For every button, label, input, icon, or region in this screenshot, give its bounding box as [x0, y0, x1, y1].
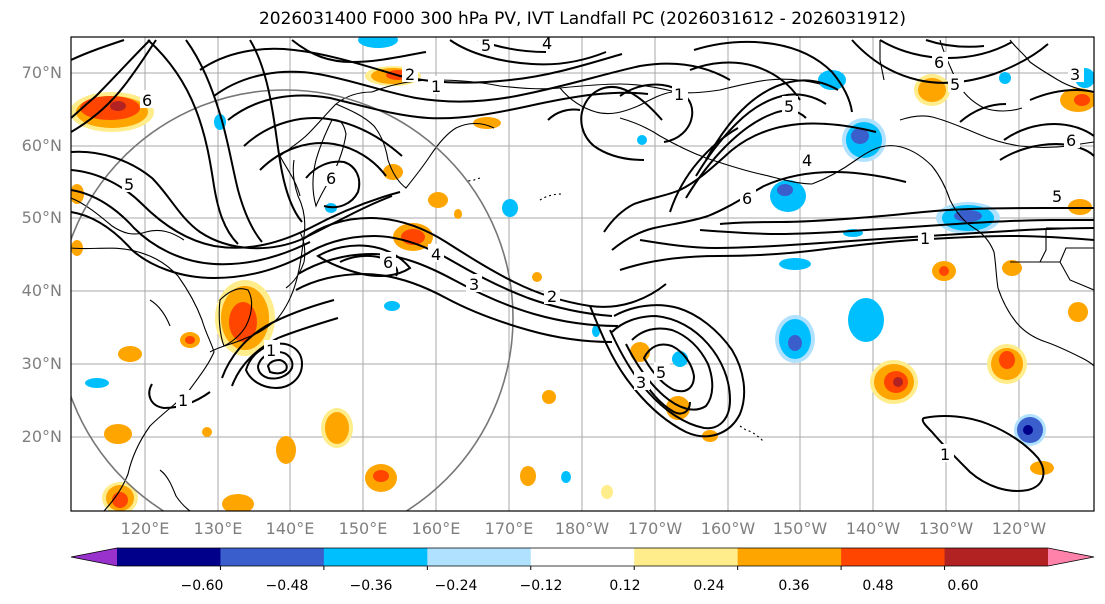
contour-label: 6	[934, 53, 944, 72]
lon-label: 150°E	[339, 519, 388, 538]
contour-label: 5	[1052, 187, 1062, 206]
contour-label: 5	[656, 363, 666, 382]
latitude-labels: 70°N 60°N 50°N 40°N 30°N 20°N	[22, 63, 62, 446]
contour-label: 5	[124, 175, 134, 194]
map-title: 2026031400 F000 300 hPa PV, IVT Landfall…	[258, 9, 906, 29]
colorbar-tick-label: −0.12	[520, 578, 563, 594]
colorbar-segment	[841, 548, 946, 566]
colorbar-extend-min	[71, 548, 117, 566]
lon-label: 130°E	[194, 519, 243, 538]
region-highlight-circle	[71, 89, 514, 511]
map-content: 5 4 2 1 6 5 6 6 4 3 2 1 3 5	[71, 34, 1094, 511]
lat-label: 70°N	[22, 63, 62, 82]
lat-label: 20°N	[22, 427, 62, 446]
colorbar-segment	[117, 548, 221, 566]
colorbar-segment	[220, 548, 325, 566]
lon-label: 170°E	[485, 519, 534, 538]
lon-label: 160°E	[412, 519, 461, 538]
colorbar-tick-label: −0.24	[435, 578, 478, 594]
lon-label: 140°E	[266, 519, 315, 538]
positive-anomaly-blob	[321, 408, 353, 448]
contour-label: 5	[950, 75, 960, 94]
colorbar-segment	[530, 548, 635, 566]
lon-label: 140°W	[846, 519, 901, 538]
positive-anomaly-blob	[987, 344, 1027, 384]
positive-anomaly-blob	[71, 92, 154, 132]
positive-anomaly-blob	[102, 482, 138, 511]
contour-label: 1	[674, 85, 684, 104]
colorbar-ticks: −0.60 −0.48 −0.36 −0.24 −0.12 0.12 0.24 …	[181, 578, 979, 594]
contour-labels: 5 4 2 1 6 5 6 6 4 3 2 1 3 5	[122, 34, 1084, 464]
lat-label: 30°N	[22, 354, 62, 373]
colorbar-segment	[634, 548, 739, 566]
colorbar-tick-label: 0.12	[609, 578, 640, 594]
lon-label: 120°W	[992, 519, 1047, 538]
positive-anomaly-blob	[1060, 88, 1094, 112]
contour-label: 1	[920, 229, 930, 248]
positive-anomaly-blob	[215, 280, 275, 356]
contour-label: 1	[940, 445, 950, 464]
contour-label: 6	[383, 253, 393, 272]
contour-label: 6	[142, 91, 152, 110]
contour-label: 1	[178, 391, 188, 410]
lat-label: 40°N	[22, 281, 62, 300]
contour-label: 3	[1070, 65, 1080, 84]
colorbar-segment	[323, 548, 428, 566]
colorbar-segment	[944, 548, 1049, 566]
contour-label: 1	[431, 77, 441, 96]
contour-label: 6	[1066, 131, 1076, 150]
contour-label: 5	[784, 97, 794, 116]
positive-anomaly-blob	[914, 74, 950, 106]
lat-label: 60°N	[22, 136, 62, 155]
colorbar-tick-label: −0.36	[350, 578, 393, 594]
lon-label: 160°W	[701, 519, 756, 538]
colorbar-segment	[427, 548, 532, 566]
lat-label: 50°N	[22, 208, 62, 227]
positive-anomaly-blob	[365, 464, 397, 492]
contour-label: 6	[742, 189, 752, 208]
negative-anomaly-blob	[85, 37, 1094, 483]
lon-label: 170°W	[628, 519, 683, 538]
colorbar-outline	[70, 547, 1095, 567]
colorbar-tick-label: 0.48	[862, 578, 893, 594]
colorbar-tick-label: −0.60	[181, 578, 224, 594]
colorbar-tick-label: 0.60	[947, 578, 978, 594]
contour-label: 2	[405, 65, 415, 84]
lon-label: 180°W	[555, 519, 610, 538]
lon-label: 150°W	[773, 519, 828, 538]
contour-label: 4	[542, 34, 552, 53]
colorbar-tick-label: −0.48	[266, 578, 309, 594]
contour-label: 4	[431, 245, 441, 264]
contour-label: 6	[326, 169, 336, 188]
lon-label: 120°E	[121, 519, 170, 538]
map-frame	[70, 36, 1095, 512]
lon-label: 130°W	[919, 519, 974, 538]
colorbar-tick-label: 0.24	[693, 578, 724, 594]
pv-anomaly-shading	[71, 37, 1094, 511]
contour-label: 3	[469, 275, 479, 294]
colorbar	[70, 547, 1095, 570]
contour-label: 2	[547, 287, 557, 306]
positive-anomaly-blob	[870, 360, 918, 404]
contour-label: 1	[266, 341, 276, 360]
contour-label: 3	[636, 373, 646, 392]
positive-anomaly-blob	[393, 223, 433, 251]
contour-label: 4	[802, 151, 812, 170]
colorbar-segment	[737, 548, 842, 566]
colorbar-tick-label: 0.36	[778, 578, 809, 594]
colorbar-extend-max	[1048, 548, 1094, 566]
pv-contours	[71, 39, 1094, 492]
contour-label: 5	[481, 36, 491, 55]
longitude-labels: 120°E 130°E 140°E 150°E 160°E 170°E 180°…	[121, 519, 1047, 538]
